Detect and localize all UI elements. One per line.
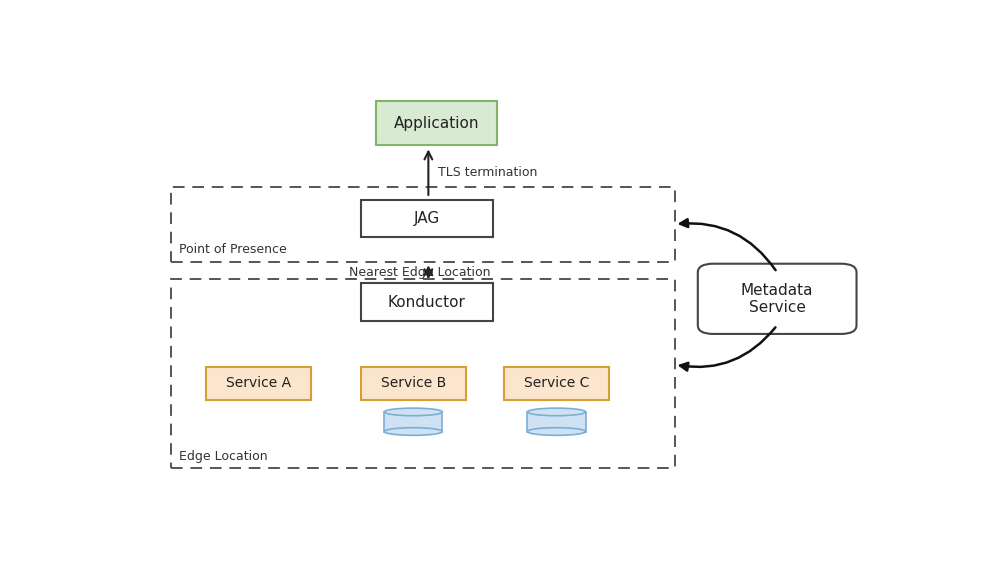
Bar — [172, 187, 674, 262]
Text: Nearest Edge Location: Nearest Edge Location — [350, 266, 491, 279]
Text: Service C: Service C — [523, 376, 589, 390]
Text: Edge Location: Edge Location — [179, 450, 268, 462]
Text: TLS termination: TLS termination — [439, 166, 537, 179]
Text: Konductor: Konductor — [388, 295, 466, 310]
Text: Point of Presence: Point of Presence — [179, 243, 287, 256]
Ellipse shape — [385, 408, 443, 416]
Bar — [172, 279, 674, 468]
Text: JAG: JAG — [414, 211, 440, 226]
FancyBboxPatch shape — [504, 367, 608, 400]
FancyBboxPatch shape — [206, 367, 311, 400]
Text: Service B: Service B — [381, 376, 446, 390]
FancyBboxPatch shape — [377, 101, 497, 145]
FancyArrowPatch shape — [680, 327, 775, 370]
FancyBboxPatch shape — [361, 367, 466, 400]
Ellipse shape — [527, 428, 585, 435]
Ellipse shape — [527, 408, 585, 416]
Text: Application: Application — [394, 116, 480, 131]
Ellipse shape — [385, 428, 443, 435]
FancyBboxPatch shape — [361, 283, 493, 321]
Text: Metadata
Service: Metadata Service — [741, 283, 813, 315]
Bar — [385, 412, 443, 431]
FancyBboxPatch shape — [361, 200, 493, 237]
Text: Service A: Service A — [226, 376, 291, 390]
FancyBboxPatch shape — [697, 264, 856, 334]
Bar — [527, 412, 585, 431]
FancyArrowPatch shape — [680, 219, 775, 270]
